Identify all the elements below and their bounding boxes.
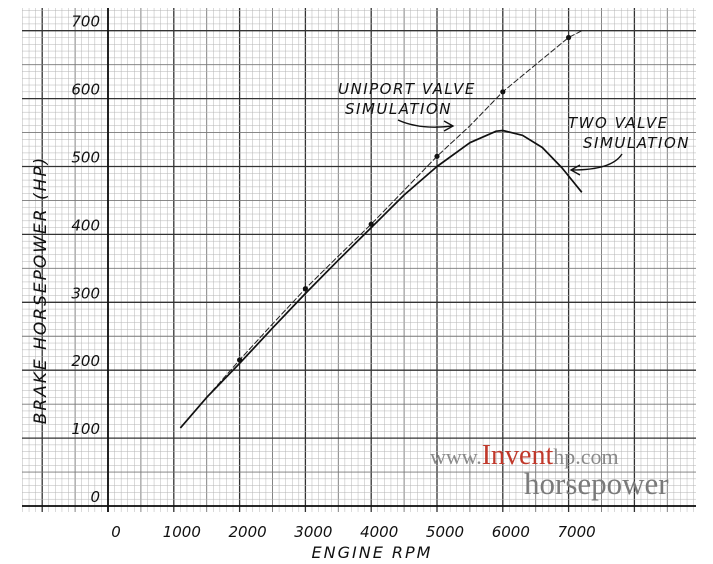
y-tick-label: 0 <box>90 488 100 506</box>
watermark-brand: Invent <box>481 440 554 471</box>
series-marker-uniport <box>566 34 572 41</box>
x-axis-label: ENGINE RPM <box>312 543 433 562</box>
y-tick-label: 600 <box>71 81 100 99</box>
x-tick-labels: 0 1000 2000 3000 4000 5000 6000 7000 <box>111 523 595 541</box>
annotation-uniport-arrow <box>397 119 453 128</box>
watermark-tagline: horsepower <box>524 466 669 501</box>
y-tick-labels: 0 100 200 300 400 500 600 700 <box>71 13 100 506</box>
x-tick-label: 7000 <box>558 523 596 541</box>
x-tick-label: 5000 <box>426 523 464 541</box>
x-tick-label: 6000 <box>492 523 530 541</box>
x-tick-label: 3000 <box>294 523 332 541</box>
series-marker-uniport <box>237 357 243 363</box>
annotation-twovalve-line2: SIMULATION <box>583 134 690 152</box>
y-tick-label: 400 <box>71 216 100 234</box>
x-tick-label: 0 <box>111 523 121 541</box>
series-line-two-valve <box>179 129 583 429</box>
x-tick-label: 2000 <box>229 523 267 541</box>
annotation-uniport-line2: SIMULATION <box>345 100 452 118</box>
y-axis-label: BRAKE HORSEPOWER (HP) <box>31 156 51 425</box>
annotation-twovalve-arrow <box>571 153 623 171</box>
chart-markers <box>237 34 572 363</box>
y-tick-label: 300 <box>71 284 100 302</box>
series-marker-uniport <box>434 153 440 159</box>
series-line-uniport <box>180 30 583 429</box>
annotation-uniport-line1: UNIPORT VALVE <box>338 80 476 98</box>
y-tick-label: 500 <box>71 149 100 167</box>
y-tick-label: 200 <box>71 352 100 370</box>
x-tick-label: 4000 <box>360 523 398 541</box>
annotation-twovalve-line1: TWO VALVE <box>568 114 669 132</box>
annotation-twovalve-arrowhead <box>569 164 581 176</box>
series-marker-uniport <box>500 89 506 95</box>
x-tick-label: 1000 <box>163 523 201 541</box>
watermark-url: www.Inventhp.com <box>430 440 619 472</box>
series-marker-uniport <box>368 221 374 227</box>
series-marker-uniport <box>302 286 308 292</box>
watermark-prefix: www. <box>430 444 482 469</box>
y-tick-label: 100 <box>71 420 100 438</box>
y-tick-label: 700 <box>71 13 100 31</box>
annotation-uniport-arrowhead <box>443 120 455 132</box>
watermark-suffix: hp.com <box>553 444 619 469</box>
chart-series <box>179 30 583 429</box>
chart-axes <box>22 8 696 512</box>
